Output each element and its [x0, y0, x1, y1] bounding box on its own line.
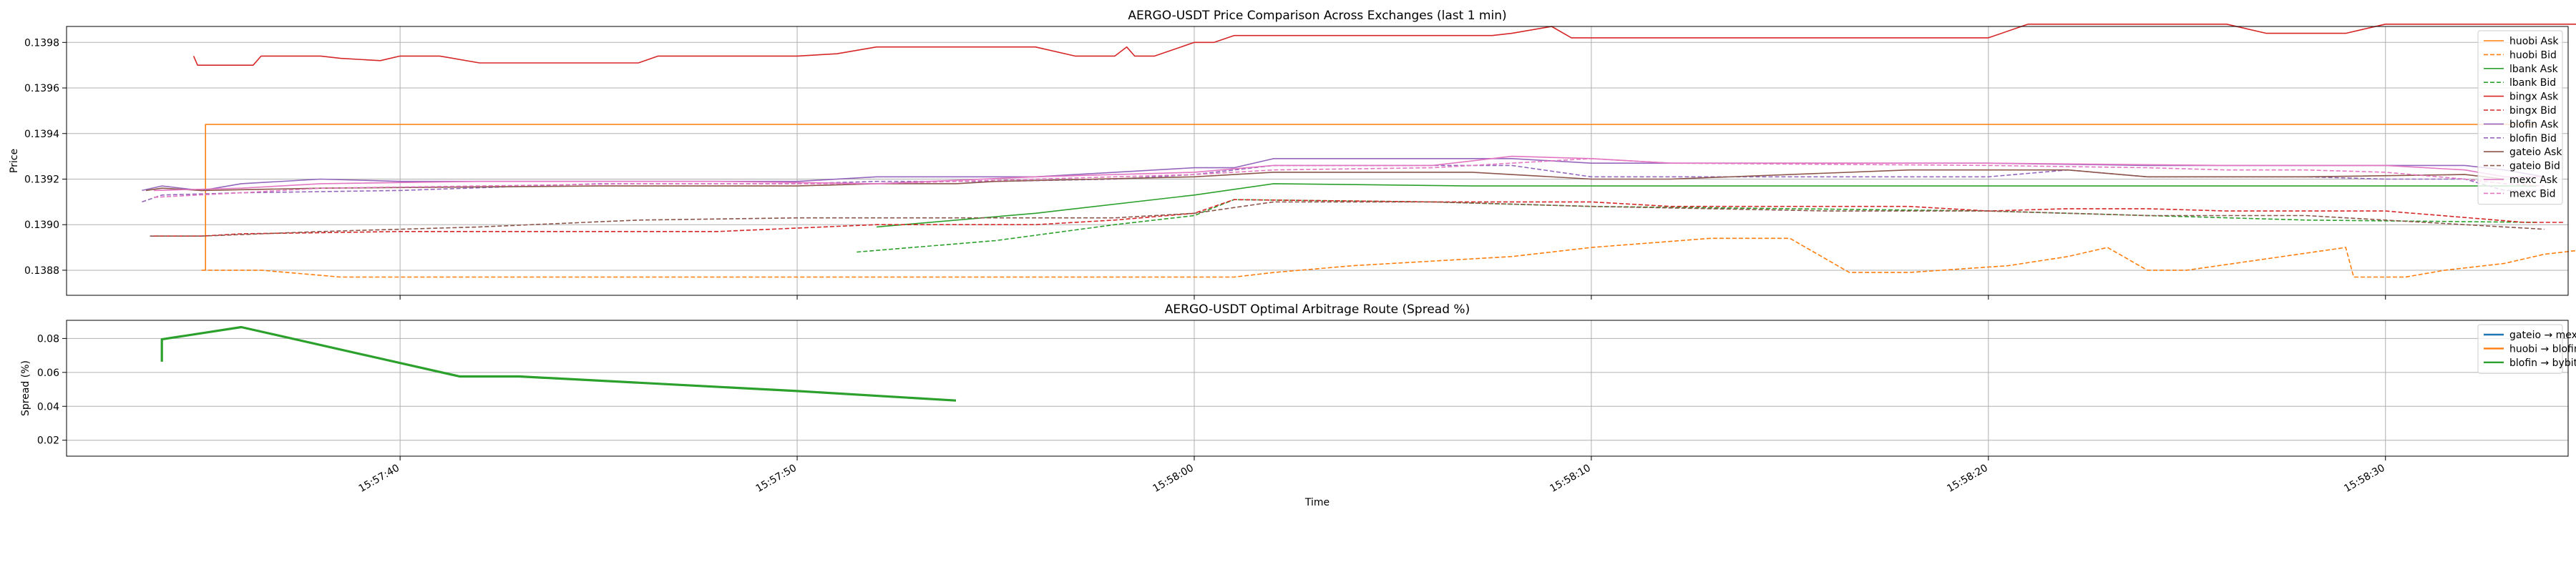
spread-y-axis-label: Spread (%): [20, 360, 31, 416]
price-y-axis-label: Price: [9, 149, 20, 173]
price-axes-frame: [66, 26, 2569, 296]
spread-grid: [67, 320, 2568, 456]
series-line-mexc-ask: [154, 155, 2545, 192]
legend-label-huobi-blofin: huobi → blofin: [2509, 343, 2576, 355]
price-legend: huobi Ask huobi Bid lbank Ask lbank Bid bing…: [2477, 30, 2563, 205]
legend-label-blofin-bid: blofin Bid: [2509, 133, 2557, 144]
x-tick-label: 15:58:10: [1548, 463, 1592, 495]
y-tick-label: 0.06: [37, 368, 59, 379]
spread-y-ticks: 0.02 0.04 0.06 0.08: [37, 333, 67, 447]
price-grid: [67, 26, 2568, 295]
x-tick-label: 15:57:40: [357, 463, 401, 495]
y-tick-label: 0.1396: [24, 83, 59, 94]
spread-plot-area: [67, 320, 2568, 456]
x-tick-label: 15:58:00: [1151, 463, 1196, 495]
x-tick-label: 15:58:20: [1945, 463, 1989, 495]
series-line-blofin-bid: [142, 164, 2545, 203]
legend-label-bingx-bid: bingx Bid: [2509, 105, 2557, 117]
legend-label-gateio-ask: gateio Ask: [2509, 147, 2562, 158]
series-line-lbank-ask: [876, 183, 2537, 228]
price-series-group: [142, 24, 2576, 278]
y-tick-label: 0.1390: [24, 220, 59, 231]
legend-label-huobi-ask: huobi Ask: [2509, 36, 2559, 47]
series-line-bingx-ask: [192, 24, 2576, 66]
spread-legend: gateio → mexc huobi → blofin blofin → bybi…: [2477, 324, 2576, 374]
x-tick-label: 15:57:50: [754, 463, 799, 495]
spread-series-group: [160, 325, 957, 402]
y-tick-label: 0.1394: [24, 129, 59, 140]
spread-axes: 0.02 0.04 0.06 0.08 15:57:40 15:57:50 15:58:0…: [20, 302, 2576, 495]
legend-box: [2477, 30, 2563, 205]
legend-label-blofin-ask: blofin Ask: [2509, 119, 2559, 130]
series-line-huobi-ask: [205, 124, 2537, 270]
spread-x-ticks: 15:57:40 15:57:50 15:58:00 15:58:10 15:58:20…: [357, 456, 2387, 495]
legend-label-blofin-bybit: blofin → bybit: [2509, 358, 2576, 369]
series-line-mexc-bid: [154, 158, 2545, 198]
y-tick-label: 0.08: [37, 333, 59, 345]
series-line-bingx-bid: [154, 199, 2565, 237]
y-tick-label: 0.1392: [24, 174, 59, 185]
price-comparison-axes: 0.1388 0.1390 0.1392 0.1394 0.1396 0.1398 AER…: [9, 9, 2576, 300]
price-x-ticks: [399, 295, 2386, 300]
price-plot-area: [67, 26, 2568, 295]
y-tick-label: 0.04: [37, 401, 59, 413]
x-axis-label: Time: [1304, 497, 1330, 508]
spread-chart-title: AERGO-USDT Optimal Arbitrage Route (Spre…: [1165, 302, 1470, 317]
series-line-gateio-bid: [150, 201, 2545, 237]
legend-label-huobi-bid: huobi Bid: [2509, 49, 2557, 61]
legend-label-gateio-bid: gateio Bid: [2509, 161, 2560, 172]
x-tick-label: 15:58:30: [2342, 463, 2386, 495]
spread-axes-frame: [66, 320, 2569, 457]
series-line-huobi-bid: [201, 237, 2576, 278]
legend-label-lbank-bid: lbank Bid: [2509, 77, 2556, 89]
price-y-ticks: 0.1388 0.1390 0.1392 0.1394 0.1396 0.1398: [24, 37, 67, 277]
legend-label-lbank-ask: lbank Ask: [2509, 64, 2559, 75]
legend-label-gateio-mexc: gateio → mexc: [2509, 330, 2576, 341]
y-tick-label: 0.1398: [24, 37, 59, 49]
legend-label-mexc-ask: mexc Ask: [2509, 174, 2558, 186]
y-tick-label: 0.02: [37, 435, 59, 447]
legend-label-mexc-bid: mexc Bid: [2509, 188, 2556, 199]
y-tick-label: 0.1388: [24, 265, 59, 277]
legend-box: [2477, 324, 2563, 374]
price-chart-title: AERGO-USDT Price Comparison Across Excha…: [1128, 9, 1506, 23]
series-line-blofin-bybit: [160, 325, 957, 402]
legend-label-bingx-ask: bingx Ask: [2509, 92, 2559, 103]
